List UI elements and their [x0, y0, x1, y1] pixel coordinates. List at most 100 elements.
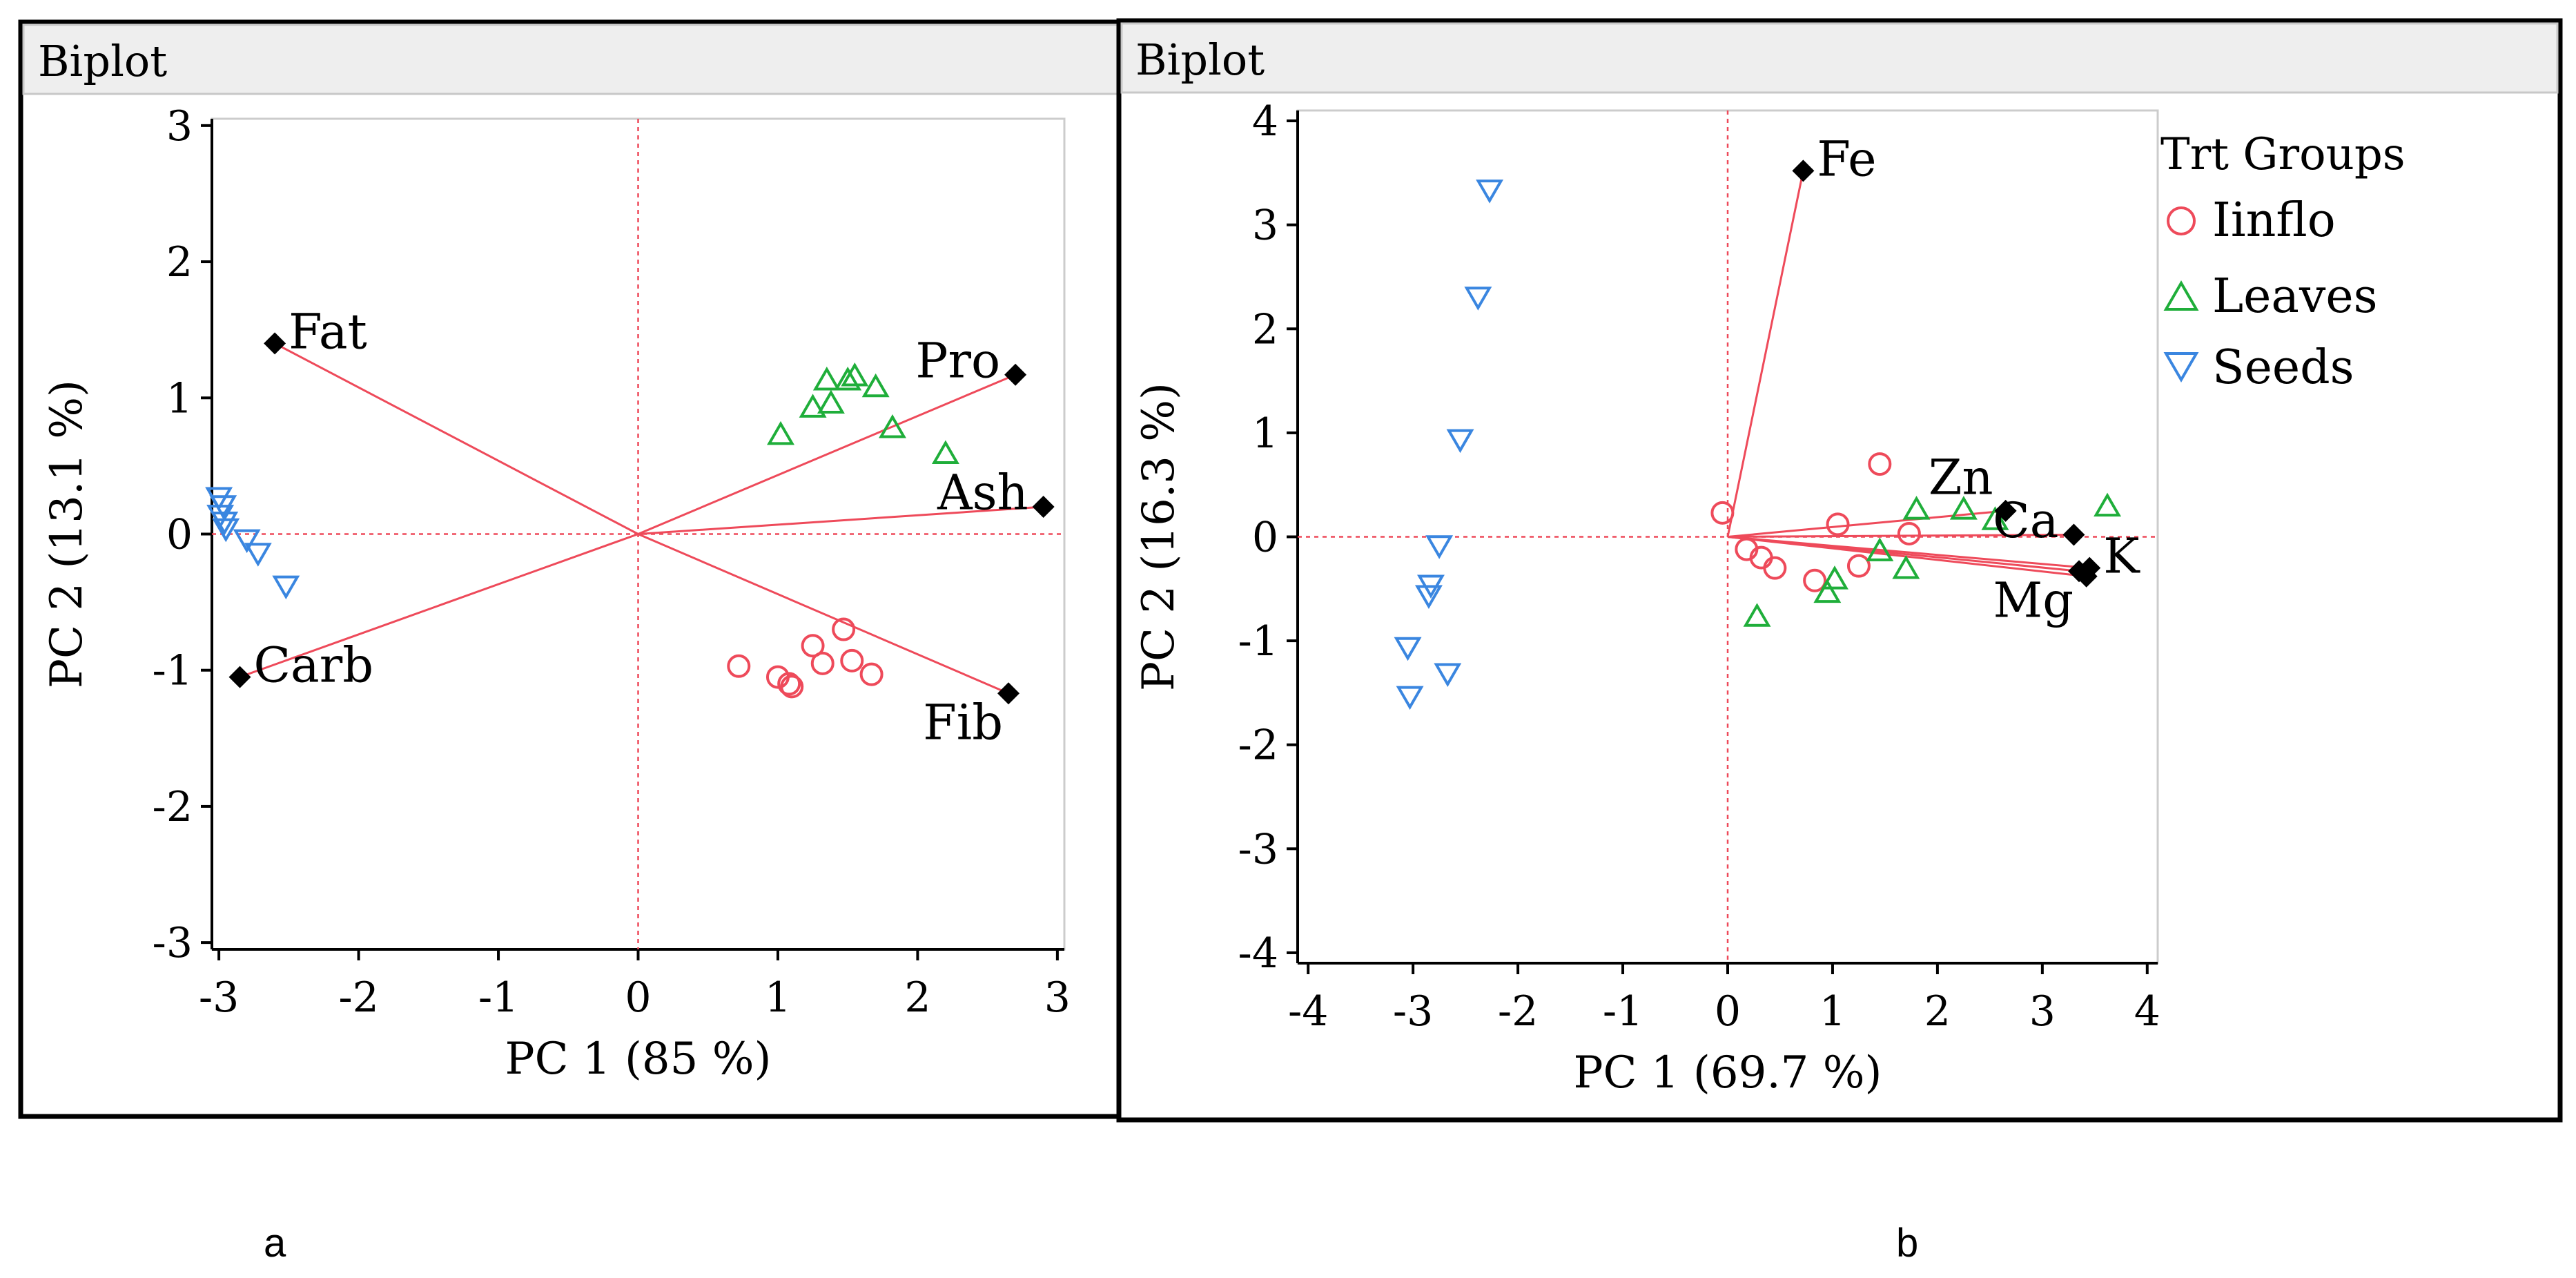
figure-label-b: b — [1896, 1221, 1918, 1266]
loading-endpoint-marker — [2062, 523, 2085, 546]
data-point-leaves — [1902, 496, 1931, 520]
y-tick-label: -1 — [1238, 617, 1278, 666]
x-axis-title: PC 1 (69.7 %) — [1573, 1047, 1882, 1098]
data-point-iinflo — [1826, 512, 1850, 536]
y-tick-label: 0 — [1252, 514, 1278, 562]
data-point-iinflo — [1710, 501, 1735, 525]
data-point-leaves — [1743, 603, 1771, 627]
panel-b-frame — [1116, 18, 2563, 1123]
loading-label-ash: Ash — [937, 465, 1028, 521]
data-point-leaves — [817, 389, 845, 414]
panel-a-header: Biplot — [38, 36, 167, 86]
panel-b-header-bar — [1120, 22, 2559, 94]
x-tick-label: 1 — [1819, 987, 1846, 1036]
y-axis-title: PC 2 (13.1 %) — [41, 380, 92, 688]
data-point-leaves — [834, 366, 862, 391]
data-point-iinflo — [777, 672, 801, 696]
y-tick-label: -4 — [1238, 929, 1278, 978]
data-point-seeds — [233, 529, 261, 554]
data-point-seeds — [1446, 429, 1474, 454]
x-tick-label: -2 — [1498, 987, 1538, 1036]
x-axis-title: PC 1 (85 %) — [505, 1034, 772, 1085]
panel-b: Biplot -4 -3 -2 -1 0 1 2 3 4 -4 -3 -2 -1 0 1 2 3 4 PC 1 (6… — [1116, 18, 2563, 1123]
data-point-seeds — [1425, 535, 1454, 559]
data-point-iinflo — [1763, 556, 1787, 580]
y-tick-label: -3 — [153, 919, 193, 967]
data-point-seeds — [211, 511, 239, 536]
y-tick-label: 4 — [1252, 97, 1278, 146]
data-point-seeds — [244, 543, 272, 567]
data-point-seeds — [1464, 287, 1492, 311]
series-iinflo — [1710, 452, 1921, 592]
data-point-leaves — [799, 394, 827, 418]
data-point-seeds — [1476, 180, 1504, 204]
loading-vector — [274, 342, 639, 535]
data-point-seeds — [1414, 585, 1443, 609]
loading-label-fib: Fib — [923, 695, 1003, 751]
data-point-leaves — [2094, 492, 2122, 517]
data-point-iinflo — [810, 651, 835, 675]
data-point-iinflo — [727, 654, 751, 678]
loading-label-mg: Mg — [1993, 572, 2074, 629]
loading-label-k: K — [2103, 528, 2140, 585]
loading-endpoint-marker — [264, 332, 286, 355]
data-point-iinflo — [780, 675, 804, 699]
x-tick-label: -4 — [1288, 987, 1328, 1036]
x-tick-label: -2 — [338, 974, 378, 1022]
loading-vector — [637, 374, 1016, 535]
loading-label-carb: Carb — [253, 637, 373, 694]
y-tick-label: -3 — [1238, 825, 1278, 873]
data-point-iinflo — [1803, 568, 1827, 592]
data-point-seeds — [1396, 686, 1424, 710]
legend-item-seeds: Seeds — [2163, 340, 2354, 395]
figure-label-a: a — [264, 1221, 286, 1266]
loading-vector — [637, 533, 1009, 695]
series-seeds — [205, 487, 300, 600]
data-point-iinflo — [1897, 521, 1921, 545]
panel-a-plot: -3 -2 -1 0 1 2 3 -3 -2 -1 0 1 2 3 PC 1 (85 %) PC 2 (13.… — [41, 102, 1071, 1085]
loading-endpoint-marker — [1792, 159, 1815, 182]
legend-triangle-down-marker — [2163, 352, 2199, 383]
data-point-leaves — [1813, 579, 1842, 603]
data-point-seeds — [212, 518, 240, 543]
series-leaves — [767, 362, 959, 464]
loading-label-pro: Pro — [915, 332, 1000, 389]
loading-endpoint-marker — [997, 682, 1020, 705]
data-point-leaves — [1821, 565, 1848, 590]
x-tick-label: 2 — [1924, 987, 1951, 1036]
series-leaves — [1743, 492, 2122, 627]
y-axis-title: PC 2 (16.3 %) — [1133, 383, 1184, 691]
legend-label-seeds: Seeds — [2212, 340, 2354, 395]
x-tick-label: -3 — [199, 974, 239, 1022]
data-point-leaves — [931, 440, 959, 464]
x-tick-label: 4 — [2134, 987, 2160, 1036]
data-point-iinflo — [840, 648, 864, 672]
x-tick-label: -1 — [478, 974, 518, 1022]
loading-vector — [638, 505, 1044, 535]
y-tick-label: 3 — [1252, 202, 1278, 250]
data-point-leaves — [1892, 555, 1920, 579]
x-tick-label: 0 — [625, 974, 651, 1022]
y-tick-label: 1 — [1252, 409, 1278, 458]
data-point-iinflo — [801, 634, 825, 658]
loading-vector — [1726, 171, 1804, 537]
x-tick-label: -3 — [1393, 987, 1433, 1036]
loading-endpoint-marker — [228, 666, 251, 688]
legend-item-inflo: Iinflo — [2167, 193, 2336, 248]
x-tick-label: 3 — [1044, 974, 1071, 1022]
loading-endpoint-marker — [2078, 556, 2101, 579]
loading-vector — [1727, 510, 2006, 538]
legend-circle-marker — [2167, 206, 2196, 235]
y-tick-label: 3 — [166, 102, 193, 151]
loading-vector — [239, 533, 639, 678]
data-point-leaves — [1981, 506, 2009, 530]
panel-a-header-bar — [22, 23, 1125, 95]
x-tick-label: 2 — [904, 974, 930, 1022]
legend-label-inflo: Iinflo — [2212, 193, 2336, 248]
panel-a: Biplot -3 -2 -1 0 1 2 3 -3 -2 -1 0 1 2 3 PC 1 (85 %) PC… — [18, 19, 1129, 1119]
loading-label-fat: Fat — [289, 303, 367, 360]
loading-label-ca: Ca — [1993, 492, 2058, 549]
legend-item-leaves: Leaves — [2163, 269, 2378, 324]
y-tick-label: 1 — [166, 374, 193, 423]
loading-endpoint-marker — [1032, 496, 1055, 519]
